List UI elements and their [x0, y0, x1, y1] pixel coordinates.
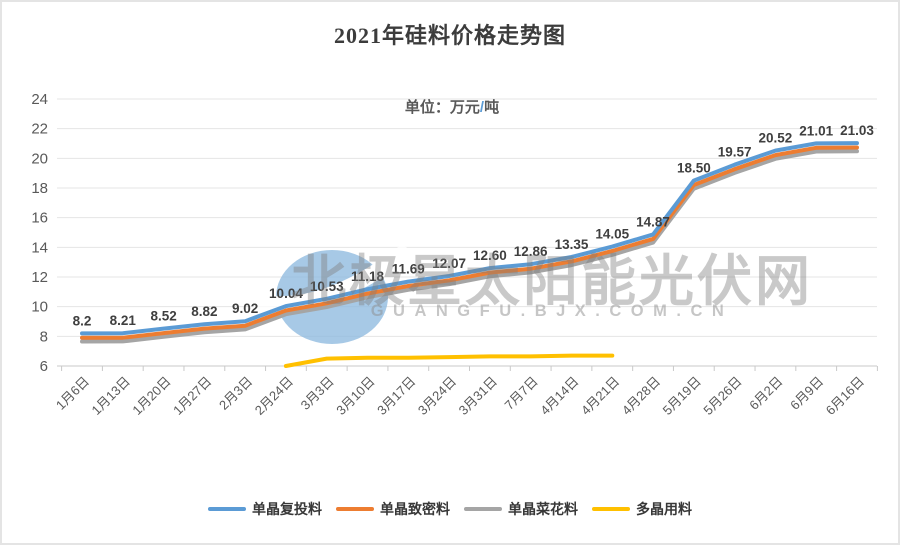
series-line-3 — [283, 353, 615, 368]
legend-label: 单晶菜花料 — [508, 501, 578, 517]
y-tick-label: 10 — [31, 299, 48, 316]
y-axis-labels: 6 8 10 12 14 16 18 20 22 24 — [31, 91, 48, 375]
x-tick-label: 5月26日 — [700, 374, 744, 418]
x-tick-label: 3月31日 — [456, 374, 500, 418]
x-tick-label: 6月9日 — [787, 374, 826, 413]
x-axis-ticks — [61, 366, 878, 371]
legend-line-swatch — [592, 507, 630, 511]
data-labels: 8.2 8.21 8.52 8.82 9.02 10.04 10.53 11.18 11.69 1… — [73, 123, 875, 328]
x-tick-label: 5月19日 — [660, 374, 704, 418]
legend-line-swatch — [208, 507, 246, 511]
gridlines — [57, 98, 877, 367]
data-label: 12.60 — [473, 248, 507, 263]
x-tick-label: 3月24日 — [415, 374, 459, 418]
data-label: 8.21 — [110, 313, 137, 328]
y-tick-label: 18 — [31, 180, 48, 197]
x-tick-label: 3月3日 — [298, 374, 337, 413]
y-tick-label: 12 — [31, 269, 48, 286]
series-line-1 — [80, 145, 859, 340]
y-tick-label: 16 — [31, 210, 48, 227]
x-tick-label: 4月21日 — [578, 374, 622, 418]
data-label: 10.53 — [310, 279, 344, 294]
legend-label: 单晶复投料 — [252, 501, 322, 517]
data-label: 20.52 — [759, 131, 793, 146]
x-tick-label: 2月3日 — [216, 374, 255, 413]
series-line-0 — [80, 141, 859, 336]
y-tick-label: 8 — [40, 328, 48, 345]
legend-item-3: 多晶用料 — [592, 499, 692, 519]
y-tick-label: 14 — [31, 239, 48, 256]
data-label: 8.82 — [191, 304, 217, 319]
watermark-url: GUANGFU.BJX.COM.CN — [371, 302, 734, 320]
x-tick-label: 6月2日 — [746, 374, 785, 413]
legend-item-1: 单晶致密料 — [336, 499, 450, 519]
x-tick-label: 1月6日 — [53, 374, 92, 413]
data-label: 14.87 — [636, 214, 670, 229]
x-tick-label: 4月14日 — [537, 374, 581, 418]
unit-label: 单位：万元/吨 — [405, 98, 499, 116]
x-tick-label: 1月27日 — [170, 374, 214, 418]
data-label: 21.01 — [799, 123, 833, 138]
legend-line-swatch — [464, 507, 502, 511]
x-tick-label: 1月20日 — [129, 374, 173, 418]
data-label: 19.57 — [718, 145, 752, 160]
data-label: 8.52 — [150, 309, 176, 324]
series-line-2 — [80, 149, 859, 344]
x-tick-label: 6月16日 — [823, 374, 867, 418]
chart-title: 2021年硅料价格走势图 — [333, 23, 566, 48]
legend-label: 单晶致密料 — [380, 501, 450, 517]
x-tick-label: 4月28日 — [619, 374, 663, 418]
x-tick-label: 2月24日 — [252, 374, 296, 418]
chart-legend: 单晶复投料 单晶致密料 单晶菜花料 多晶用料 — [2, 499, 898, 519]
y-tick-label: 22 — [31, 121, 48, 138]
watermark-text: 北极星太阳能光伏网 — [291, 250, 813, 312]
y-tick-label: 6 — [40, 358, 48, 375]
data-label: 10.04 — [269, 286, 303, 301]
data-label: 9.02 — [232, 301, 258, 316]
data-label: 18.50 — [677, 161, 711, 176]
legend-item-0: 单晶复投料 — [208, 499, 322, 519]
data-label: 11.18 — [351, 269, 385, 284]
legend-item-2: 单晶菜花料 — [464, 499, 578, 519]
data-label: 12.86 — [514, 244, 548, 259]
x-tick-label: 1月13日 — [89, 374, 133, 418]
data-label: 11.69 — [392, 262, 425, 277]
legend-label: 多晶用料 — [636, 501, 692, 517]
x-tick-label: 3月17日 — [374, 374, 418, 418]
legend-line-swatch — [336, 507, 374, 511]
data-label: 14.05 — [595, 227, 629, 242]
y-tick-label: 24 — [31, 91, 48, 108]
y-tick-label: 20 — [31, 150, 48, 167]
data-label: 12.07 — [432, 256, 466, 271]
data-label: 13.35 — [555, 237, 589, 252]
data-label: 8.2 — [73, 313, 92, 328]
data-label: 21.03 — [840, 123, 874, 138]
x-tick-label: 3月10日 — [333, 374, 377, 418]
x-tick-label: 7月7日 — [502, 374, 541, 413]
